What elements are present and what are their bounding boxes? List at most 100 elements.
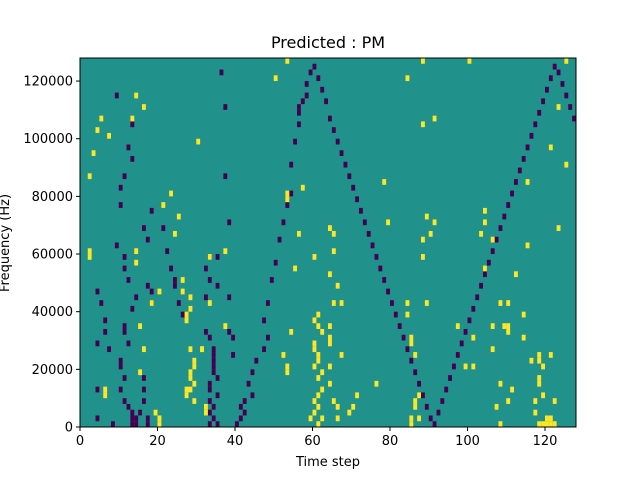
heatmap-cell-low (227, 219, 232, 226)
heatmap-cell-low (498, 225, 503, 231)
heatmap-cell-high (138, 323, 142, 329)
heatmap-cell-low (277, 236, 282, 243)
heatmap-cell-low (413, 369, 418, 376)
heatmap-cell-low (362, 219, 367, 226)
heatmap-cell-high (545, 421, 549, 427)
heatmap-cell-high (134, 92, 139, 99)
heatmap-cell-high (134, 259, 139, 266)
heatmap-cell-low (455, 352, 460, 358)
heatmap-cell-high (479, 230, 483, 237)
heatmap-cell-low (401, 334, 406, 341)
heatmap-cell-high (432, 115, 437, 122)
heatmap-cell-low (409, 357, 414, 364)
heatmap-cell-high (537, 357, 542, 364)
heatmap-cell-low (227, 328, 232, 335)
heatmap-cell-low (122, 398, 127, 404)
heatmap-cell-high (157, 415, 162, 422)
heatmap-cell-high (533, 409, 538, 416)
heatmap-cell-high (180, 277, 185, 283)
heatmap-cell-high (130, 115, 135, 122)
heatmap-cell-low (114, 242, 119, 249)
heatmap-cell-low (122, 375, 127, 381)
x-tick-label: 20 (149, 434, 166, 449)
heatmap-cell-high (548, 415, 553, 422)
heatmap-cell-high (184, 386, 189, 393)
heatmap-cell-low (207, 421, 212, 427)
heatmap-cell-high (297, 230, 301, 237)
heatmap-cell-low (99, 300, 104, 306)
heatmap-cell-low (537, 109, 542, 116)
heatmap-cell-high (506, 398, 511, 404)
heatmap-cell-low (506, 202, 511, 208)
heatmap-cell-high (355, 392, 359, 399)
heatmap-cell-high (316, 421, 321, 427)
y-tick-label: 120000 (23, 75, 73, 90)
heatmap-cell-low (118, 202, 123, 208)
heatmap-cell-low (397, 323, 402, 329)
heatmap-cell-low (483, 271, 487, 278)
heatmap-cell-high (87, 254, 92, 260)
heatmap-cell-low (211, 346, 216, 353)
heatmap-cell-high (87, 248, 92, 255)
heatmap-cell-high (506, 323, 511, 329)
heatmap-cell-low (266, 334, 270, 341)
heatmap-cell-low (250, 369, 255, 376)
heatmap-cell-high (525, 242, 530, 249)
heatmap-cell-low (130, 121, 135, 128)
heatmap-cell-high (99, 115, 104, 122)
heatmap-cell-high (188, 369, 193, 376)
x-axis-label: Time step (295, 455, 360, 470)
heatmap-cell-high (537, 352, 542, 358)
heatmap-cell-high (502, 323, 507, 329)
heatmap-cell-low (215, 375, 220, 381)
heatmap-cell-low (331, 127, 336, 133)
heatmap-cell-high (312, 409, 317, 416)
heatmap-cell-low (490, 248, 495, 255)
heatmap-cell-low (223, 173, 228, 180)
heatmap-cell-low (118, 357, 123, 364)
heatmap-cell-low (269, 277, 274, 283)
heatmap-cell-high (184, 311, 189, 318)
heatmap-cell-high (506, 328, 511, 335)
heatmap-cell-low (142, 375, 146, 381)
heatmap-cell-low (130, 409, 135, 416)
heatmap-cell-low (494, 236, 499, 243)
y-tick-label: 100000 (23, 132, 73, 147)
heatmap-cell-high (494, 403, 499, 410)
heatmap-cell-low (273, 259, 278, 266)
heatmap-cell-high (409, 334, 414, 341)
heatmap-cell-high (490, 346, 495, 353)
heatmap-cell-low (165, 248, 170, 255)
heatmap-cell-low (145, 282, 150, 289)
heatmap-cell-low (560, 81, 565, 87)
heatmap-cell-high (413, 352, 418, 358)
heatmap-cell-low (293, 138, 297, 145)
heatmap-cell-low (405, 346, 410, 353)
heatmap-cell-high (467, 58, 472, 64)
heatmap-cell-low (521, 156, 526, 162)
heatmap-cell-high (188, 305, 193, 312)
heatmap-cell-high (413, 398, 418, 404)
heatmap-cell-low (297, 121, 301, 128)
heatmap-cell-low (149, 288, 154, 295)
heatmap-cell-high (188, 346, 193, 353)
heatmap-cell-high (157, 288, 162, 295)
heatmap-cell-high (552, 398, 557, 404)
heatmap-cell-high (285, 196, 290, 203)
x-tick-label: 120 (533, 434, 558, 449)
heatmap-cell-low (564, 92, 569, 99)
heatmap-cell-low (486, 259, 491, 266)
heatmap-cell-high (312, 254, 317, 260)
heatmap-cell-low (246, 380, 251, 387)
heatmap-cell-low (180, 311, 185, 318)
heatmap-cell-high (192, 398, 197, 404)
heatmap-cell-low (304, 92, 309, 99)
heatmap-cell-high (347, 409, 352, 416)
heatmap-cell-high (173, 230, 177, 237)
heatmap-cell-low (211, 363, 216, 370)
heatmap-cell-high (188, 375, 193, 381)
heatmap-cell-low (149, 207, 154, 214)
heatmap-cell-high (312, 317, 317, 324)
heatmap-cell-low (145, 236, 150, 243)
heatmap-cell-low (242, 398, 247, 404)
